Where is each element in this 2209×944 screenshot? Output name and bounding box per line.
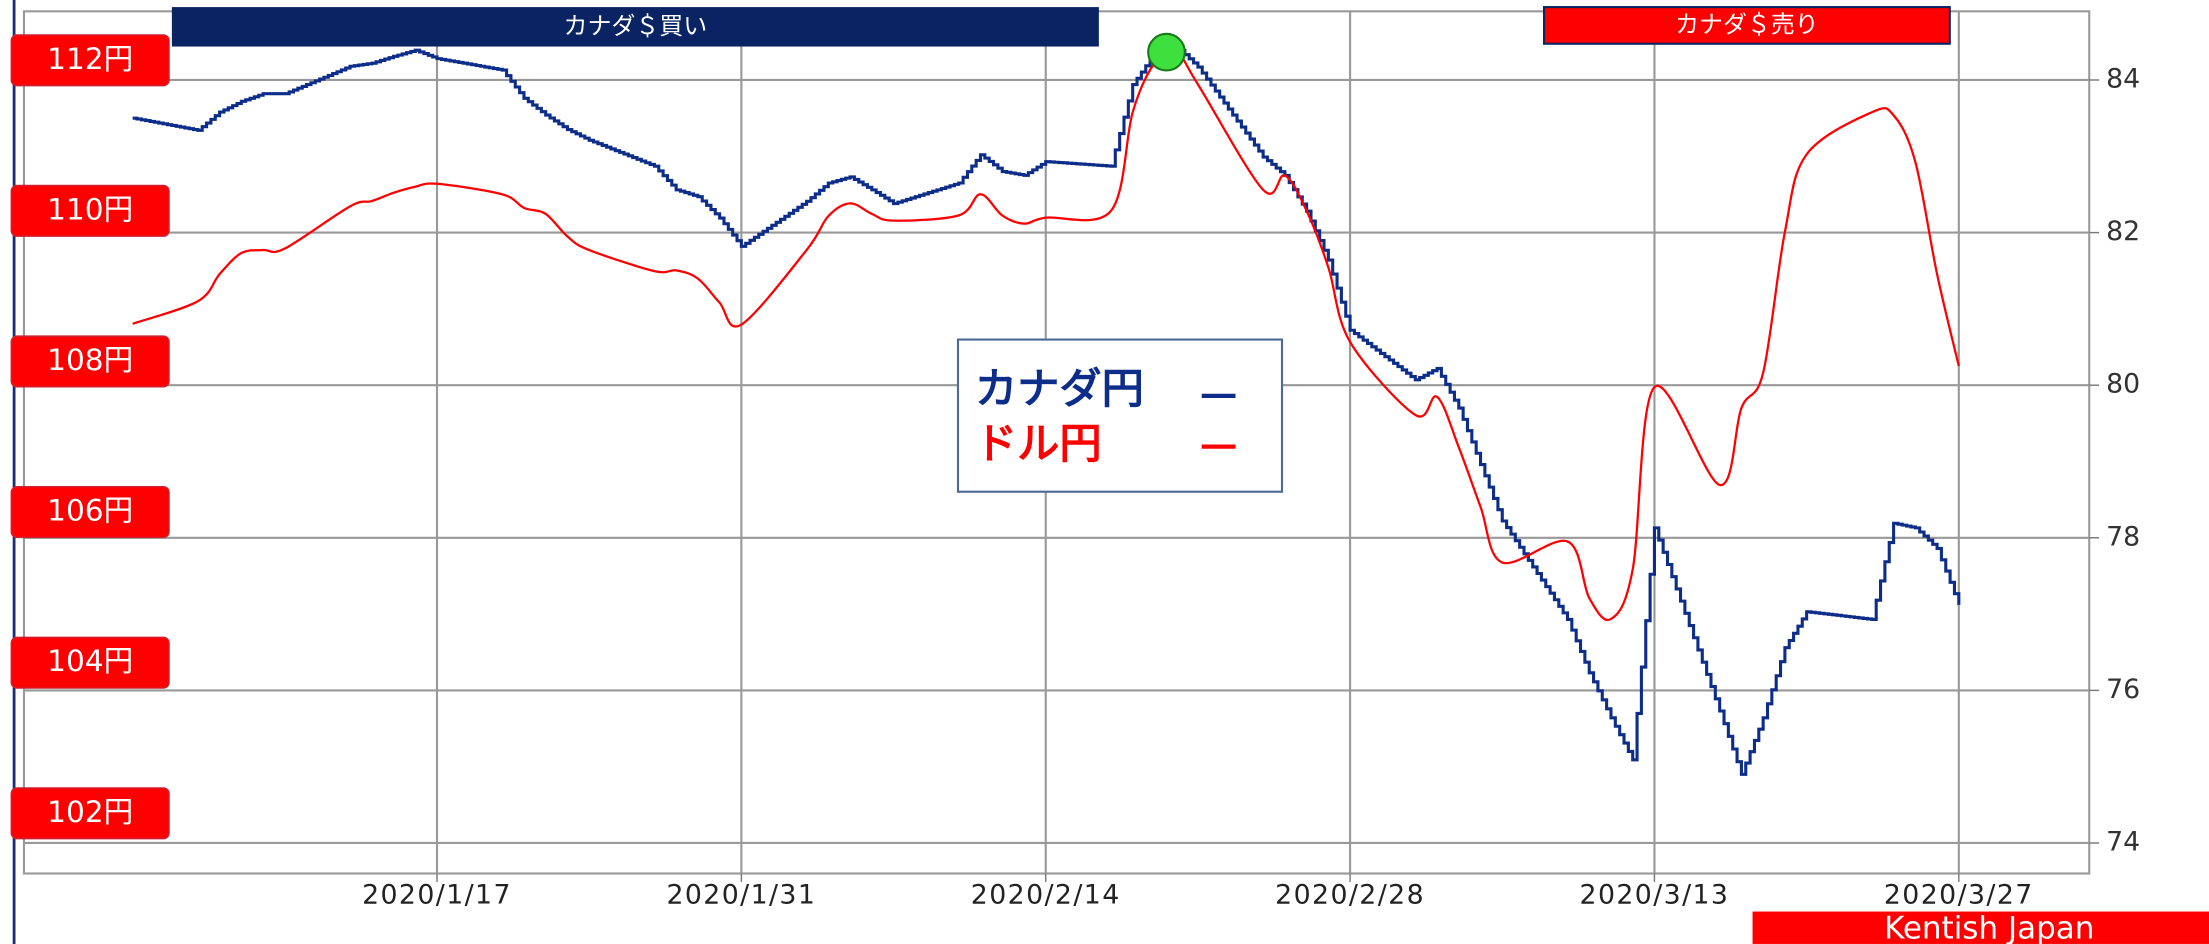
legend [956, 338, 1284, 493]
x-tick-label: 2020/3/13 [1580, 880, 1730, 911]
x-tick-label: 2020/2/14 [971, 880, 1121, 911]
series-line [132, 49, 1960, 622]
y-tick-label: 108円 [47, 343, 133, 377]
y-tick-box [10, 486, 170, 539]
header-left: カナダ＄買い [564, 12, 708, 40]
lines [132, 44, 1961, 776]
y-tick-label: 112円 [47, 42, 133, 76]
y-tick-label: 104円 [47, 644, 133, 678]
legend-label: カナダ円 [975, 364, 1144, 413]
y2-tick-label: 82 [2106, 216, 2140, 247]
y-tick-box [10, 34, 170, 87]
y2-tick-label: 84 [2106, 63, 2140, 94]
y2-tick-label: 74 [2106, 826, 2140, 857]
footer: Kentish Japan [1884, 910, 2094, 944]
y-tick-box [10, 636, 170, 689]
x-tick-label: 2020/3/27 [1884, 880, 2034, 911]
footer-box [1752, 911, 2209, 944]
y-tick-label: 102円 [47, 795, 133, 829]
header-left-box [171, 7, 1099, 47]
y-tick-label: 106円 [47, 494, 133, 528]
y2-tick-label: 80 [2106, 369, 2140, 400]
marker-circle [1147, 32, 1186, 72]
y2-tick-label: 78 [2106, 521, 2140, 552]
header-right-box [1542, 6, 1951, 45]
legend-label: ドル円 [975, 419, 1102, 468]
y-tick-box [10, 787, 170, 840]
x-tick-label: 2020/1/31 [666, 880, 816, 911]
x-tick-label: 2020/1/17 [362, 880, 512, 911]
y-tick-box [10, 335, 170, 388]
x-tick-label: 2020/2/28 [1275, 880, 1425, 911]
series-line [132, 44, 1961, 776]
header-right: カナダ＄売り [1675, 10, 1819, 38]
y-tick-box [10, 184, 170, 237]
y-tick-label: 110円 [47, 192, 133, 226]
grid: 2020/1/17 2020/1/31 2020/2/14 2020/2/28 2020… [23, 11, 2140, 911]
y2-tick-label: 76 [2106, 674, 2140, 705]
